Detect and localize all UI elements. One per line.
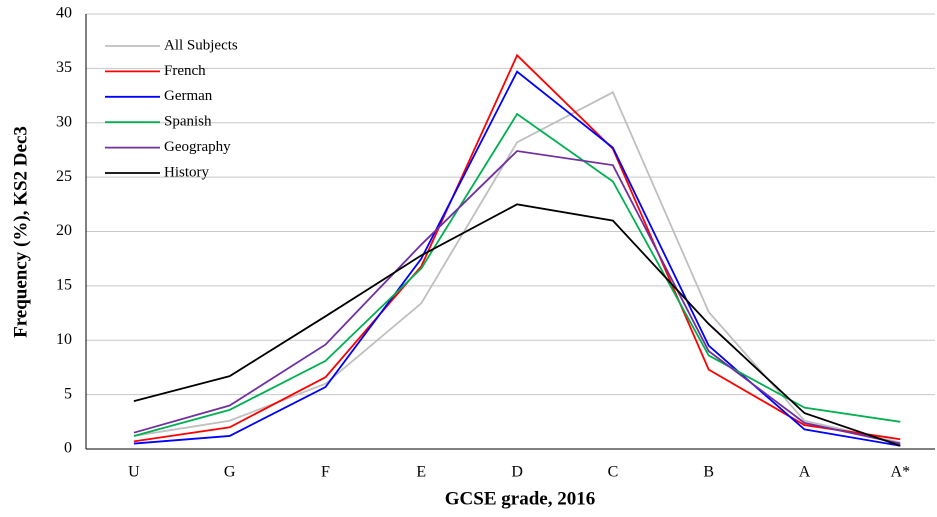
y-axis-label: Frequency (%), KS2 Dec3	[10, 126, 31, 338]
legend-label: All Subjects	[164, 37, 238, 53]
x-tick-label: A	[799, 464, 811, 481]
x-tick-label: E	[416, 464, 426, 481]
legend-label: Geography	[164, 139, 231, 155]
y-tick-label: 0	[64, 440, 72, 457]
x-tick-label: U	[128, 464, 140, 481]
x-axis-label: GCSE grade, 2016	[445, 488, 595, 509]
y-tick-label: 15	[56, 277, 72, 294]
x-tick-label: B	[703, 464, 714, 481]
x-tick-label: D	[511, 464, 523, 481]
series-line	[133, 91, 901, 444]
y-tick-label: 10	[56, 331, 72, 348]
y-tick-label: 5	[64, 385, 72, 402]
legend-label: Spanish	[164, 114, 212, 130]
legend-label: History	[164, 164, 210, 180]
legend-label: French	[164, 63, 206, 79]
y-tick-label: 40	[56, 5, 72, 22]
y-tick-label: 20	[56, 222, 72, 239]
x-tick-label: F	[321, 464, 330, 481]
series-line	[133, 53, 901, 443]
series-line	[133, 112, 901, 437]
x-tick-label: A*	[891, 464, 911, 481]
y-tick-label: 30	[56, 113, 72, 130]
x-tick-label: C	[608, 464, 619, 481]
series-line	[133, 70, 901, 447]
x-tick-label: G	[224, 464, 236, 481]
legend-label: German	[164, 88, 213, 104]
y-tick-label: 25	[56, 168, 72, 185]
y-tick-label: 35	[56, 59, 72, 76]
series-line	[133, 203, 901, 447]
series-line	[133, 150, 901, 445]
